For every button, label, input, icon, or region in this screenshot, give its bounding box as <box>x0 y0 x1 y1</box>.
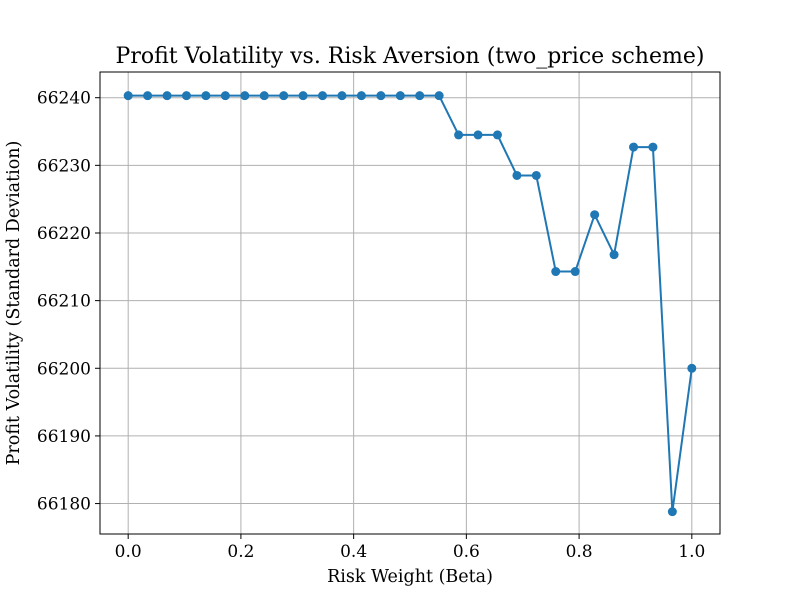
series-layer <box>123 91 697 517</box>
data-point <box>492 130 502 140</box>
chart-title: Profit Volatility vs. Risk Aversion (two… <box>116 44 705 69</box>
data-point <box>123 91 133 101</box>
data-point <box>181 91 191 101</box>
data-point <box>473 130 483 140</box>
x-tick-label: 0.8 <box>566 542 593 562</box>
data-point <box>531 170 541 180</box>
data-point <box>318 91 328 101</box>
y-axis-label: Profit Volatility (Standard Deviation) <box>4 141 24 466</box>
y-tick-label: 66200 <box>37 359 91 379</box>
x-tick-label: 0.6 <box>453 542 480 562</box>
axes-frame <box>99 71 721 535</box>
x-tick-label: 0.0 <box>115 542 142 562</box>
data-point <box>240 91 250 101</box>
y-tick-label: 66220 <box>37 224 91 244</box>
data-point <box>356 91 366 101</box>
x-tick-label: 0.4 <box>340 542 367 562</box>
data-point <box>687 363 697 373</box>
data-point <box>415 91 425 101</box>
data-point <box>609 250 619 260</box>
y-tick-label: 66210 <box>37 292 91 312</box>
data-point <box>667 507 677 517</box>
x-tick-label: 0.2 <box>227 542 254 562</box>
data-point <box>298 91 308 101</box>
y-tick-label: 66230 <box>37 156 91 176</box>
data-point <box>434 91 444 101</box>
data-point <box>648 142 658 152</box>
data-point <box>512 170 522 180</box>
data-point <box>629 142 639 152</box>
data-point <box>259 91 269 101</box>
data-point <box>143 91 153 101</box>
grid-layer <box>100 72 720 534</box>
data-point <box>337 91 347 101</box>
series-line <box>128 94 693 512</box>
data-point <box>376 91 386 101</box>
x-axis-label: Risk Weight (Beta) <box>327 567 493 587</box>
data-point <box>590 210 600 220</box>
y-tick-label: 66190 <box>37 427 91 447</box>
data-point <box>551 267 561 277</box>
y-tick-label: 66180 <box>37 495 91 515</box>
data-point <box>454 130 464 140</box>
data-point <box>570 267 580 277</box>
x-tick-label: 1.0 <box>678 542 705 562</box>
data-point <box>201 91 211 101</box>
tick-layer: 0.0 0.2 0.4 0.6 0.8 1.0 66180 66190 66200 66210 66… <box>37 89 705 562</box>
data-point <box>162 91 172 101</box>
data-point <box>220 91 230 101</box>
y-tick-label: 66240 <box>37 89 91 109</box>
data-point <box>395 91 405 101</box>
data-point <box>279 91 289 101</box>
